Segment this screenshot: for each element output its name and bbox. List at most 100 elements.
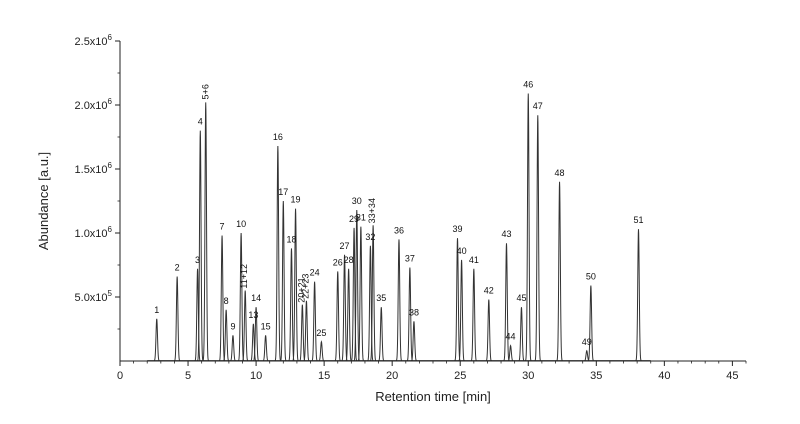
chromatogram-peak	[242, 290, 249, 362]
peak-label: 8	[224, 296, 229, 306]
x-tick-label: 20	[386, 370, 398, 382]
chromatogram-peak	[303, 300, 310, 362]
chromatogram-peak	[202, 102, 210, 362]
x-axis-ticks: 0 5 10 15 20 25 30 35 40 45	[117, 361, 747, 382]
chromatogram-peak	[454, 238, 461, 362]
peak-label: 1	[154, 305, 159, 315]
peak-label: 18	[286, 234, 296, 244]
peak-label: 31	[356, 213, 366, 223]
peak-label: 50	[586, 271, 596, 281]
chromatogram-peak	[345, 268, 352, 362]
chromatogram-peak	[253, 307, 260, 362]
peak-label: 46	[523, 79, 533, 89]
peak-label: 26	[333, 257, 343, 267]
chromatogram-peak	[318, 340, 325, 362]
chromatogram-peak	[292, 208, 299, 362]
chromatogram-peak	[556, 181, 563, 362]
chromatogram-peak	[153, 318, 160, 362]
peak-label: 2	[175, 263, 180, 273]
chromatogram-peak	[503, 243, 510, 362]
peak-label: 40	[457, 246, 467, 256]
peak-label: 30	[352, 196, 362, 206]
x-tick-label: 45	[726, 370, 738, 382]
peak-label: 35	[376, 293, 386, 303]
chromatogram-peak	[410, 321, 418, 362]
chromatogram-peak	[262, 335, 269, 362]
chromatogram-peak	[587, 285, 594, 362]
y-tick-label: 2.5x106	[75, 33, 113, 48]
chromatogram-peak	[518, 307, 525, 362]
peak-label: 33+34	[367, 198, 377, 223]
chromatogram-peak	[534, 115, 542, 362]
chromatogram-peak	[357, 226, 365, 362]
y-tick-label: 1.0x106	[75, 225, 113, 240]
chromatogram-peak	[299, 304, 306, 362]
peak-label: 49	[582, 337, 592, 347]
y-tick-label: 2.0x106	[75, 97, 113, 112]
x-tick-label: 30	[522, 370, 534, 382]
peak-label: 14	[251, 293, 261, 303]
peak-label: 17	[278, 187, 288, 197]
chromatogram-peak	[223, 309, 230, 362]
chromatogram-peak	[378, 307, 385, 362]
peak-label: 48	[555, 168, 565, 178]
peak-label: 39	[452, 224, 462, 234]
peak-label: 29	[349, 214, 359, 224]
peak-label: 22+23	[300, 274, 310, 299]
peak-label: 10	[236, 219, 246, 229]
peak-label: 43	[501, 229, 511, 239]
peak-label: 27	[340, 241, 350, 251]
peak-label: 24	[310, 268, 320, 278]
chromatogram-peak	[367, 245, 374, 362]
chromatogram-peak	[341, 254, 348, 362]
chromatogram-peak	[311, 281, 318, 362]
peak-label: 9	[230, 321, 235, 331]
chromatogram-peak	[174, 276, 181, 362]
chromatogram-peak	[458, 259, 465, 362]
peak-label: 42	[484, 286, 494, 296]
chromatogram-peak	[485, 299, 492, 362]
chromatogram-peak	[395, 239, 403, 362]
chromatogram-peak	[524, 93, 532, 362]
chromatogram-peak	[197, 130, 204, 362]
x-tick-label: 35	[590, 370, 602, 382]
chromatogram-peak	[229, 335, 236, 362]
y-axis-title: Abundance [a.u.]	[36, 152, 51, 250]
peak-label: 3	[195, 255, 200, 265]
chromatogram-peak	[194, 268, 201, 362]
peak-label: 44	[506, 332, 516, 342]
peak-label: 5+6	[201, 84, 211, 99]
chromatogram-peak	[369, 225, 377, 362]
y-tick-label: 5.0x105	[75, 289, 113, 304]
x-tick-label: 0	[117, 370, 123, 382]
x-axis-title: Retention time [min]	[375, 389, 491, 404]
peak-label: 37	[405, 254, 415, 264]
chromatogram-peak	[250, 323, 257, 362]
y-axis-ticks: 5.0x105 1.0x106 1.5x106 2.0x106 2.5x106	[75, 33, 120, 330]
chromatogram-peak	[237, 232, 245, 362]
peak-label: 41	[469, 255, 479, 265]
peak-label: 28	[344, 255, 354, 265]
peak-label: 36	[394, 225, 404, 235]
peak-label: 15	[261, 321, 271, 331]
x-tick-label: 5	[185, 370, 191, 382]
peak-label: 38	[409, 307, 419, 317]
x-tick-label: 10	[250, 370, 262, 382]
x-tick-label: 25	[454, 370, 466, 382]
peak-label: 20+21	[296, 277, 306, 302]
x-tick-label: 15	[318, 370, 330, 382]
peak-label: 19	[291, 195, 301, 205]
peak-label: 11+12	[239, 264, 249, 289]
peak-label: 51	[633, 215, 643, 225]
chromatogram-peak	[635, 229, 642, 362]
axes-layer	[119, 41, 746, 362]
chromatogram-peak	[274, 145, 282, 362]
chromatogram-peak	[334, 271, 341, 362]
chromatogram-peak	[280, 200, 287, 362]
peak-label: 32	[365, 232, 375, 242]
x-tick-label: 40	[658, 370, 670, 382]
peak-label: 7	[220, 222, 225, 232]
peak-label: 4	[198, 117, 203, 127]
chromatogram-peak	[350, 227, 358, 362]
